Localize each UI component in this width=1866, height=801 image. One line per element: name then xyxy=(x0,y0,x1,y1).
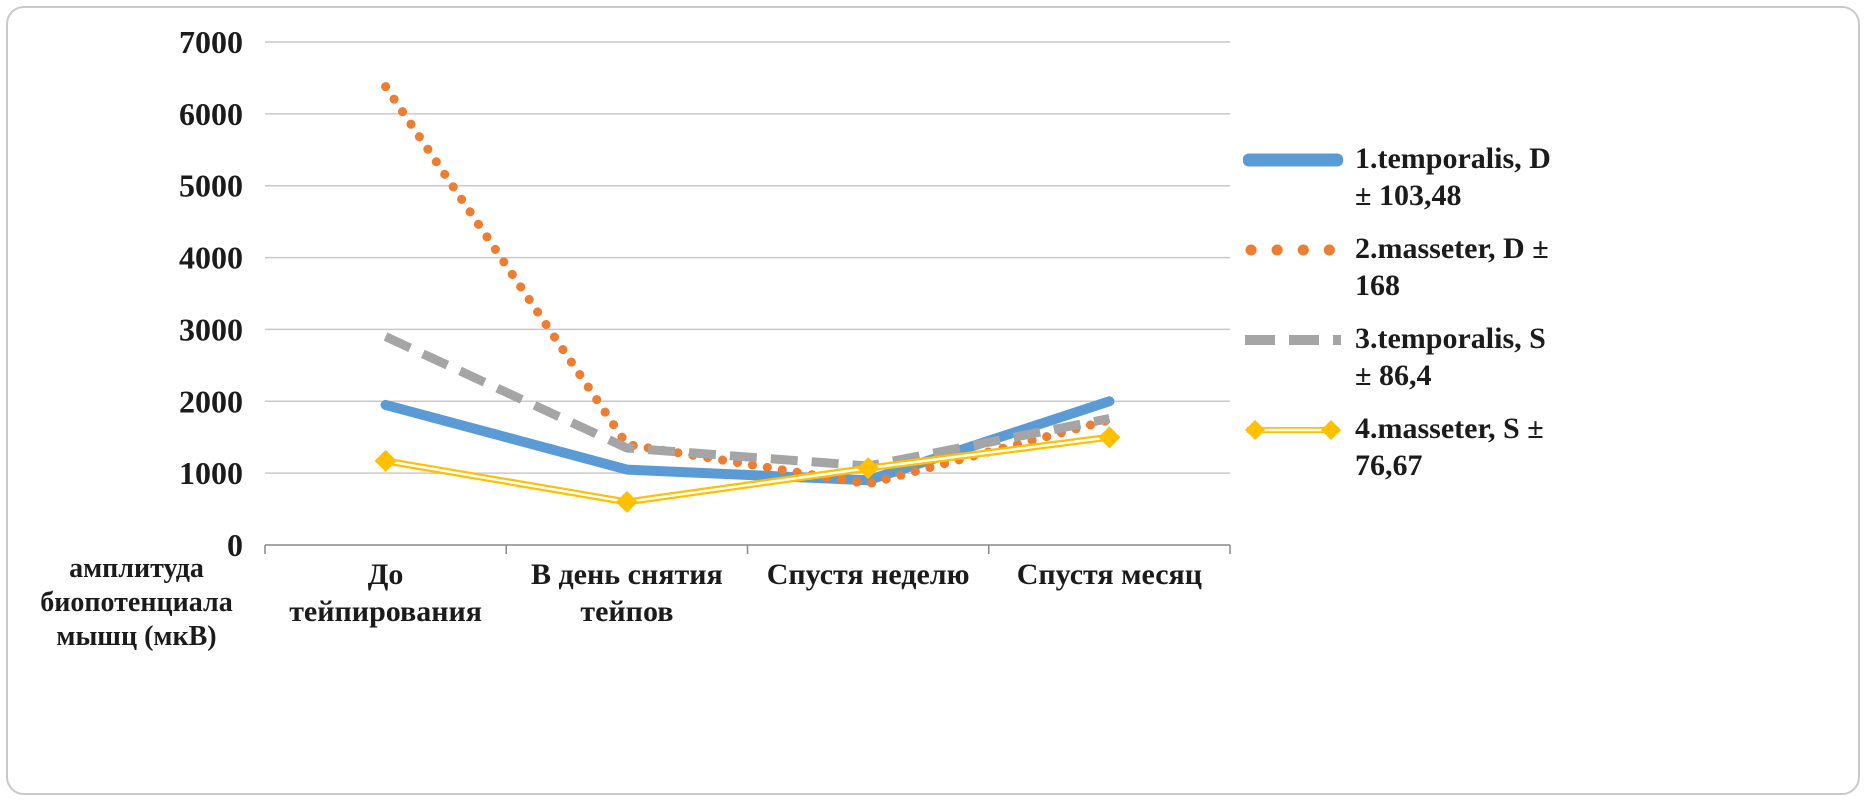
y-tick-label: 0 xyxy=(227,527,243,563)
diamond-marker-icon xyxy=(1321,420,1341,440)
y-tick-label: 2000 xyxy=(179,383,243,419)
series-line-1 xyxy=(380,396,1115,486)
diamond-marker-icon xyxy=(1098,426,1121,449)
series-line-3 xyxy=(383,332,1111,471)
legend-sample-dotted-icon xyxy=(1245,244,1341,256)
legend-item-4: 4.masseter, S ± 76,67 xyxy=(1243,410,1560,484)
y-tick-label: 4000 xyxy=(179,240,243,276)
chart-frame xyxy=(6,6,1860,795)
y-tick-label: 5000 xyxy=(179,168,243,204)
series-line-core xyxy=(385,435,1110,504)
legend-label-2: 2.masseter, D ± 168 xyxy=(1355,232,1549,302)
diamond-marker-icon xyxy=(1245,420,1265,440)
legend-item-3: 3.temporalis, S ± 86,4 xyxy=(1243,320,1560,394)
diamond-marker-icon xyxy=(615,490,638,513)
diamond-marker-icon xyxy=(374,449,397,472)
y-axis-title: амплитуда биопотенциала мышц (мкВ) xyxy=(40,553,233,652)
legend-item-1: 1.temporalis, D ± 103,48 xyxy=(1243,140,1560,214)
legend-item-2: 2.masseter, D ± 168 xyxy=(1243,230,1560,304)
legend-sample-dashed-icon xyxy=(1245,335,1341,345)
y-tick-label: 6000 xyxy=(179,96,243,132)
y-tick-label: 3000 xyxy=(179,311,243,347)
legend: 1.temporalis, D ± 103,48 2.masseter, D ± … xyxy=(1243,140,1560,484)
legend-sample-line-markers-icon xyxy=(1245,420,1341,440)
legend-sample-solid-icon xyxy=(1243,153,1343,167)
legend-label-4: 4.masseter, S ± 76,67 xyxy=(1355,412,1544,482)
diamond-marker-icon xyxy=(857,457,880,480)
legend-label-1: 1.temporalis, D ± 103,48 xyxy=(1355,142,1551,212)
y-tick-label: 1000 xyxy=(179,455,243,491)
y-tick-label: 7000 xyxy=(179,24,243,60)
series-line-2 xyxy=(381,82,1114,489)
legend-label-3: 3.temporalis, S ± 86,4 xyxy=(1355,322,1546,392)
